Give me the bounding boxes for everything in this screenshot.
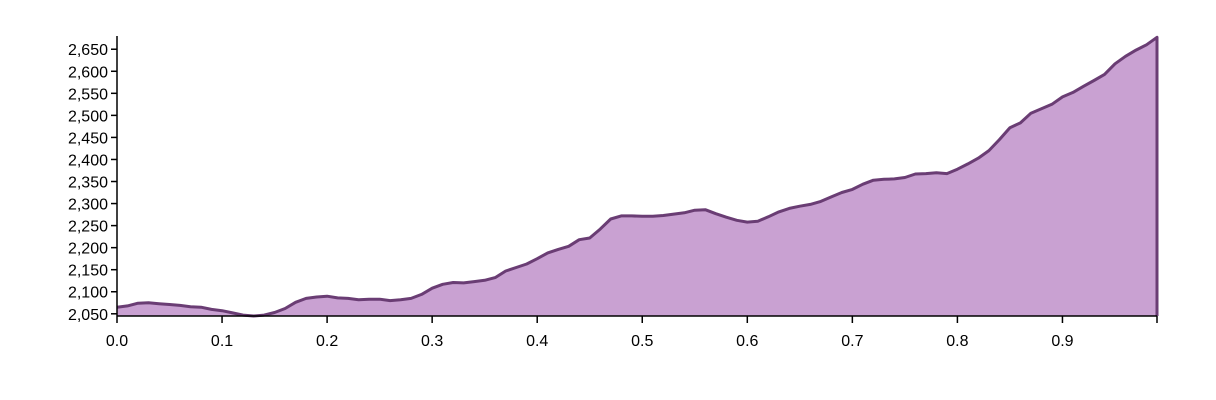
y-tick-label: 2,050 [68,307,108,324]
y-tick-label: 2,600 [68,64,108,81]
y-tick-label: 2,300 [68,197,108,214]
y-axis-tick-labels: 2,050 2,100 2,150 2,200 2,250 2,300 2,350 2,400… [68,42,108,324]
y-tick-label: 2,400 [68,152,108,169]
x-axis-ticks [116,316,1158,323]
x-tick-label: 0.4 [526,333,548,350]
y-tick-label: 2,250 [68,219,108,236]
y-tick-label: 2,500 [68,108,108,125]
x-tick-label: 0.5 [631,333,653,350]
y-tick-label: 2,350 [68,175,108,192]
y-tick-label: 2,550 [68,86,108,103]
x-tick-label: 0.3 [421,333,443,350]
y-tick-label: 2,450 [68,130,108,147]
y-tick-label: 2,100 [68,285,108,302]
area-series-line [116,35,1159,318]
x-tick-label: 0.2 [316,333,338,350]
x-tick-label: 0.1 [211,333,233,350]
x-tick-label: 0.7 [841,333,863,350]
x-tick-label: 0.6 [736,333,758,350]
y-tick-label: 2,200 [68,241,108,258]
y-axis-ticks [111,48,117,315]
x-tick-label: 0.9 [1051,333,1073,350]
x-tick-label: 0.8 [946,333,968,350]
area-series-fill [117,37,1157,317]
y-tick-label: 2,650 [68,42,108,59]
x-axis-tick-labels: 0.0 0.1 0.2 0.3 0.4 0.5 0.6 0.7 0.8 0.9 [106,333,1074,350]
y-tick-label: 2,150 [68,263,108,280]
x-tick-label: 0.0 [106,333,128,350]
